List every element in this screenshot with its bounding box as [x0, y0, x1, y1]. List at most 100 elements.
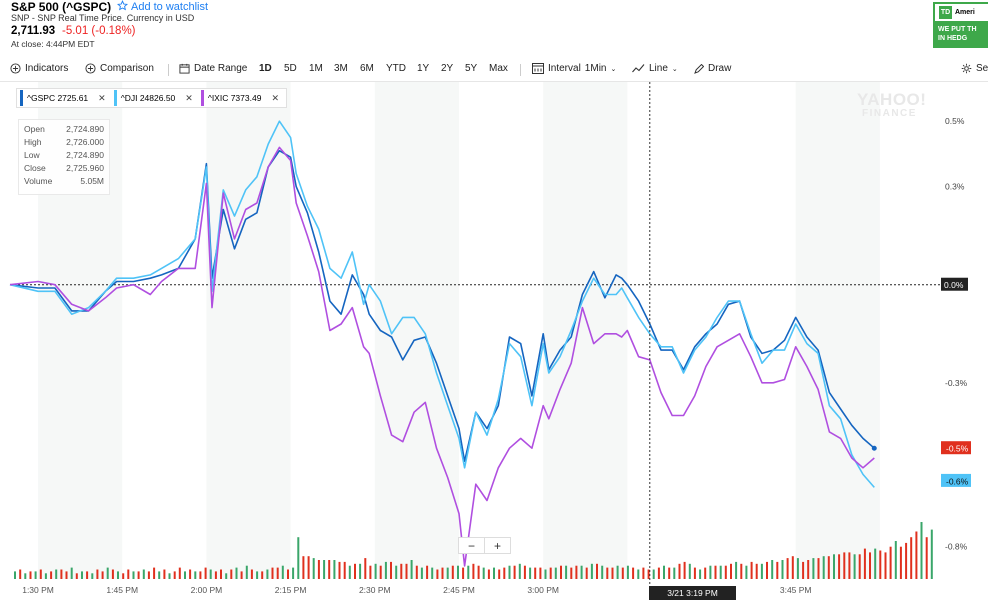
range-ytd[interactable]: YTD	[386, 63, 406, 74]
close-icon[interactable]: ✕	[185, 92, 193, 103]
comparison-chart[interactable]: 0.5% 0.3% 0.0% -0.3% -0.8% -0.5% -0.6% 1:30 PM…	[0, 82, 988, 603]
volume-bar	[544, 569, 547, 579]
chip-ixic[interactable]: ^IXIC 7373.49 ✕	[200, 90, 283, 106]
range-5y[interactable]: 5Y	[465, 63, 478, 74]
range-2y[interactable]: 2Y	[441, 63, 454, 74]
volume-bar	[142, 569, 145, 579]
chip-label: ^GSPC 2725.61	[27, 93, 89, 103]
range-1m[interactable]: 1M	[309, 63, 323, 74]
volume-bar	[441, 567, 444, 579]
close-label: Close	[24, 163, 46, 173]
range-max[interactable]: Max	[489, 63, 508, 74]
volume-bar	[493, 567, 495, 579]
range-1d[interactable]: 1D	[259, 63, 272, 74]
date-range-button[interactable]: Date Range	[179, 63, 247, 74]
volume-bar	[827, 556, 830, 579]
pencil-icon	[694, 63, 704, 74]
volume-bar	[699, 569, 702, 579]
volume-bar	[755, 563, 758, 579]
volume-bar	[704, 567, 707, 579]
volume-label: Volume	[24, 176, 53, 186]
comparison-button[interactable]: Comparison	[85, 63, 154, 74]
volume-bar	[122, 573, 125, 579]
volume-bar	[925, 537, 928, 579]
range-1y[interactable]: 1Y	[417, 63, 430, 74]
x-tick-label: 3:45 PM	[780, 585, 812, 595]
volume-bar	[426, 565, 429, 579]
volume-bar	[323, 560, 326, 579]
draw-button[interactable]: Draw	[694, 63, 731, 74]
plus-circle-icon	[10, 63, 21, 74]
last-value-label-bg	[941, 473, 971, 487]
low-label: Low	[24, 150, 40, 160]
price-change: -5.01 (-0.18%)	[62, 25, 136, 37]
volume-bar	[560, 565, 562, 579]
volume-bar	[111, 569, 114, 579]
volume-bar	[348, 565, 351, 579]
volume-bar	[55, 569, 58, 579]
zero-label-bg	[941, 277, 968, 291]
volume-bar	[29, 571, 32, 579]
toolbar-divider	[520, 64, 521, 76]
last-value-label-bg	[941, 441, 971, 455]
volume-bar	[178, 567, 181, 579]
volume-bar	[637, 569, 640, 579]
volume-bar	[147, 571, 150, 579]
zoom-out-button[interactable]: −	[459, 538, 485, 553]
interval-dropdown[interactable]: Interval 1Min ⌄	[532, 63, 616, 74]
volume-bar	[86, 571, 89, 579]
last-value-label: -0.6%	[946, 476, 969, 486]
series-line-ixic[interactable]	[9, 146, 875, 567]
volume-bar	[863, 548, 866, 579]
chip-gspc[interactable]: ^GSPC 2725.61 ✕	[20, 90, 110, 106]
range-5d[interactable]: 5D	[284, 63, 297, 74]
indicators-button[interactable]: Indicators	[10, 63, 68, 74]
volume-bar	[214, 571, 217, 579]
comparison-chips: ^GSPC 2725.61 ✕ ^DJI 24826.50 ✕ ^IXIC 73…	[16, 88, 287, 108]
range-3m[interactable]: 3M	[334, 63, 348, 74]
volume-bar	[91, 573, 94, 579]
add-to-watchlist-link[interactable]: Add to watchlist	[116, 0, 208, 14]
line-chart-icon	[632, 64, 645, 73]
volume-bar	[786, 558, 789, 579]
settings-button[interactable]: Se	[961, 63, 988, 74]
ad-banner[interactable]: TD Ameri WE PUT TH IN HEDG	[933, 2, 988, 48]
interval-value: 1Min	[584, 63, 607, 74]
volume-bar	[266, 569, 269, 579]
volume-bar	[250, 569, 253, 579]
chart-type-dropdown[interactable]: Line ⌄	[632, 63, 678, 74]
volume-bar	[796, 558, 799, 579]
volume-bar	[647, 569, 650, 579]
volume-bar	[534, 567, 537, 579]
close-icon[interactable]: ✕	[98, 92, 106, 103]
td-logo-icon: TD	[939, 6, 952, 19]
volume-bar	[333, 560, 336, 579]
yahoo-watermark: YAHOO!	[857, 90, 927, 109]
volume-bar	[879, 550, 882, 579]
chip-dji[interactable]: ^DJI 24826.50 ✕	[113, 90, 197, 106]
gear-icon	[961, 63, 972, 74]
volume-bar	[410, 560, 413, 579]
volume-bar	[65, 571, 68, 579]
volume-bar	[735, 561, 738, 579]
volume-bar	[209, 569, 212, 579]
volume-bar	[60, 569, 63, 579]
low-value: 2,724.890	[66, 150, 104, 160]
x-tick-label: 1:30 PM	[22, 585, 54, 595]
volume-bar	[884, 552, 887, 579]
volume-bar	[776, 561, 779, 579]
chevron-down-icon: ⌄	[671, 65, 678, 73]
volume-bar	[256, 571, 259, 579]
volume-bar	[194, 571, 197, 579]
volume-bar	[96, 569, 99, 579]
volume-bar	[415, 565, 418, 579]
plus-circle-icon	[85, 63, 96, 74]
range-6m[interactable]: 6M	[360, 63, 374, 74]
y-tick-label: -0.3%	[945, 378, 968, 388]
x-tick-label: 1:45 PM	[106, 585, 138, 595]
volume-bar	[472, 563, 475, 579]
close-icon[interactable]: ✕	[271, 92, 279, 103]
zoom-in-button[interactable]: +	[493, 538, 501, 553]
chip-label: ^DJI 24826.50	[120, 93, 176, 103]
